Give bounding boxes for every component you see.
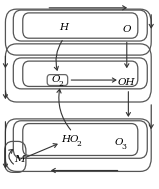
FancyBboxPatch shape [47,75,68,85]
Text: 3: 3 [121,143,126,151]
Text: 2: 2 [76,140,81,148]
Text: OH: OH [118,78,135,87]
Text: M: M [14,155,25,164]
Text: H: H [59,23,68,32]
Text: O: O [123,25,131,34]
Text: HO: HO [61,135,79,144]
Text: O: O [115,138,123,147]
Text: 2: 2 [59,80,63,88]
Text: O: O [52,75,60,84]
